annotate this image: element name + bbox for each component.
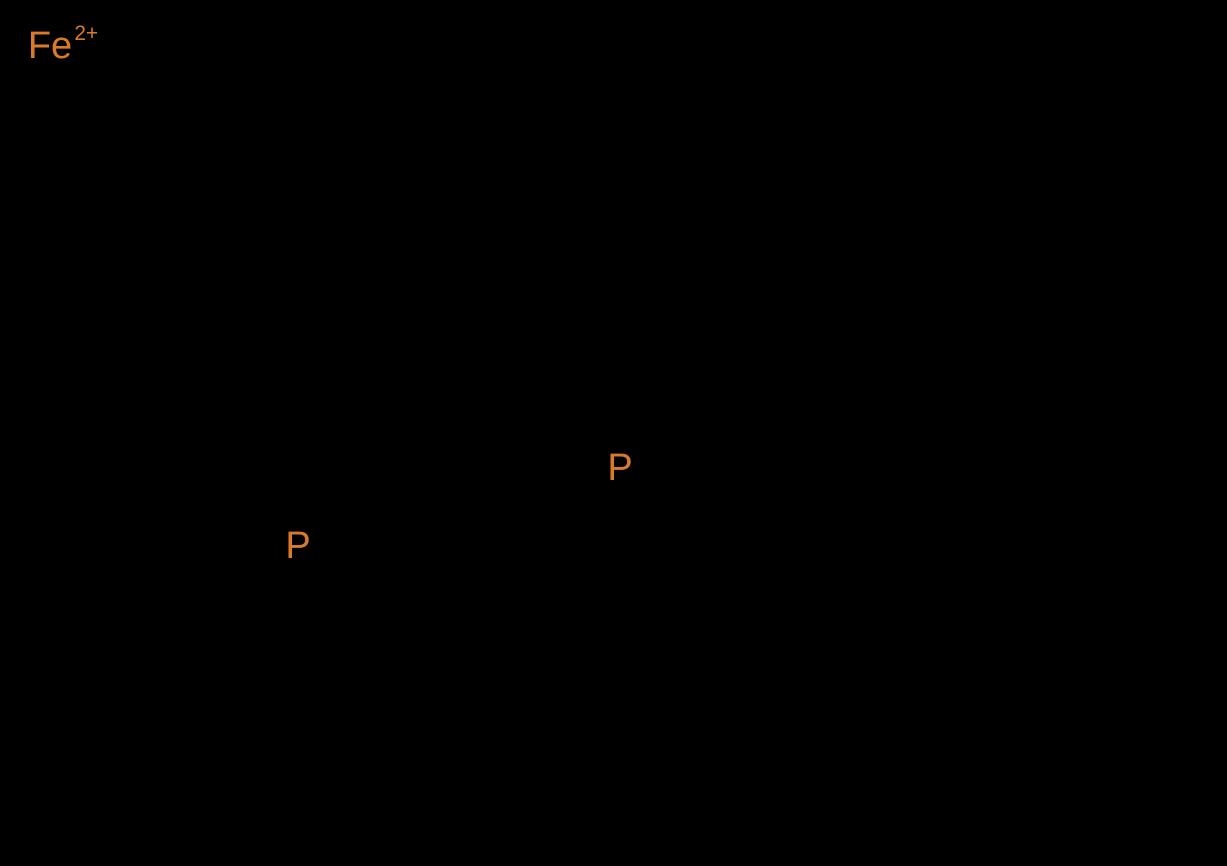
bond	[130, 740, 225, 812]
bond	[1110, 290, 1190, 360]
atom-label: Fe	[28, 25, 72, 67]
atom-charge: 2+	[74, 22, 98, 45]
bond	[215, 335, 298, 408]
bond	[120, 370, 215, 408]
bond	[900, 700, 1015, 740]
bond	[465, 178, 490, 285]
bond	[830, 208, 960, 235]
bond	[575, 595, 680, 628]
bond	[365, 755, 470, 810]
bond	[500, 465, 595, 478]
bond	[980, 225, 995, 330]
atom-p1: P	[285, 525, 310, 567]
atom-p2: P	[607, 447, 632, 489]
bond	[798, 348, 905, 395]
atom-label: P	[607, 447, 632, 489]
bond	[905, 395, 940, 500]
bond	[40, 370, 120, 440]
bond	[613, 702, 720, 735]
bond	[180, 188, 280, 228]
molecule-diagram: Fe2+ P P	[0, 0, 1227, 866]
bond	[85, 590, 195, 630]
bond	[195, 630, 225, 740]
bond	[995, 330, 1110, 360]
bond	[815, 700, 900, 785]
bond	[1140, 530, 1170, 620]
bond	[335, 50, 360, 152]
bond	[400, 285, 490, 350]
bond	[680, 540, 755, 628]
bond	[298, 335, 400, 350]
bond	[811, 362, 886, 395]
bond	[390, 620, 500, 648]
bond	[1055, 450, 1085, 540]
bond	[400, 432, 500, 465]
bond	[215, 408, 298, 470]
bond	[280, 152, 360, 228]
bond	[1005, 65, 1120, 100]
bond	[940, 500, 1055, 540]
bond	[100, 178, 170, 260]
bond	[905, 330, 995, 395]
bond	[740, 152, 830, 235]
bond	[700, 408, 755, 540]
bond	[960, 100, 1005, 208]
bond	[870, 500, 940, 583]
bond	[640, 408, 700, 490]
bond	[195, 565, 280, 630]
bond	[798, 235, 830, 348]
bond	[716, 425, 755, 517]
bond	[1055, 540, 1140, 620]
bond	[490, 285, 600, 305]
bond	[280, 228, 298, 335]
bond	[755, 540, 870, 583]
bond	[874, 507, 923, 565]
bond	[680, 628, 720, 735]
bond	[320, 565, 390, 648]
bond	[298, 432, 400, 470]
bond	[465, 110, 555, 178]
bond	[365, 648, 390, 755]
atom-fe: Fe2+	[28, 22, 98, 67]
bond	[30, 485, 85, 590]
bond	[870, 583, 900, 700]
atom-label: P	[285, 525, 310, 567]
bond	[100, 260, 120, 370]
bond	[700, 348, 798, 408]
bond	[1015, 740, 1040, 850]
